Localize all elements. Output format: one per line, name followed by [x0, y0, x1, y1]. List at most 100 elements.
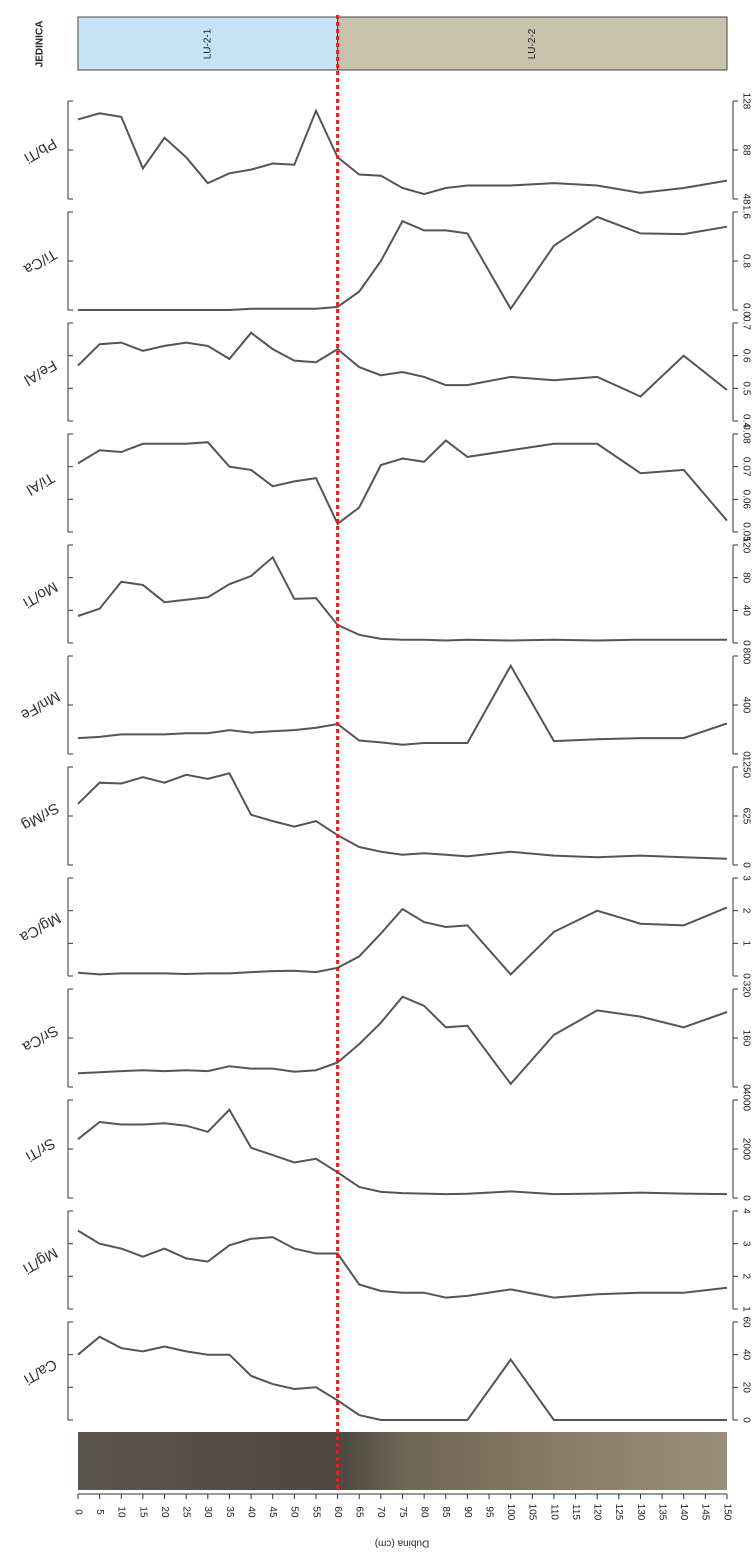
data-line — [77, 772, 728, 860]
y-tick-label: 0 — [740, 640, 751, 646]
x-tick-label: 45 — [267, 1506, 278, 1518]
y-tick-label: 160 — [740, 1030, 751, 1047]
y-tick-label: 88 — [740, 144, 751, 156]
y-tick-label: 40 — [740, 1349, 751, 1361]
panel-title: Mo/Ti — [20, 578, 61, 611]
x-tick-label: 120 — [592, 1504, 603, 1521]
x-tick-label: 145 — [700, 1504, 711, 1521]
y-tick-label: 48 — [740, 193, 751, 205]
x-tick-label: 150 — [721, 1504, 732, 1521]
unit-label: LU-2-2 — [527, 28, 538, 59]
header-title: JEDINICA — [35, 21, 46, 68]
y-tick-label: 0.05 — [740, 522, 751, 542]
data-line — [77, 995, 728, 1086]
data-line — [77, 555, 727, 642]
x-tick-label: 115 — [570, 1504, 581, 1520]
x-tick-label: 25 — [181, 1506, 192, 1518]
y-tick-label: 0.4 — [740, 414, 751, 428]
y-tick-label: 320 — [740, 981, 751, 998]
panel-title: Mg/Ti — [20, 1244, 61, 1277]
x-tick-label: 55 — [310, 1506, 321, 1518]
y-tick-label: 4 — [740, 1208, 751, 1214]
y-tick-label: 400 — [740, 697, 751, 714]
x-tick-label: 40 — [245, 1506, 256, 1518]
y-tick-label: 0.08 — [740, 424, 751, 444]
y-tick-label: 0 — [740, 1084, 751, 1090]
x-tick-label: 65 — [354, 1506, 365, 1518]
core-photo — [78, 1432, 727, 1490]
x-tick-label: 30 — [202, 1506, 213, 1518]
panel-title: Sr/Mg — [19, 799, 62, 834]
x-tick-label: 20 — [159, 1506, 170, 1518]
y-tick-label: 2000 — [740, 1138, 751, 1161]
y-tick-label: 20 — [740, 1382, 751, 1394]
x-tick-label: 15 — [137, 1506, 148, 1518]
unit-box — [337, 16, 728, 71]
x-tick-label: 140 — [678, 1504, 689, 1521]
y-tick-label: 0 — [740, 1417, 751, 1423]
data-line — [77, 1229, 728, 1299]
y-tick-label: 0 — [740, 751, 751, 757]
y-tick-label: 0.6 — [740, 349, 751, 363]
panel-title: Fe/Al — [21, 356, 60, 388]
y-tick-label: 4000 — [740, 1089, 751, 1112]
y-tick-label: 0.0 — [740, 303, 751, 317]
y-tick-label: 0.7 — [740, 316, 751, 330]
data-line — [77, 1108, 728, 1196]
x-tick-label: 60 — [332, 1506, 343, 1518]
x-tick-label: 135 — [656, 1504, 667, 1521]
data-line — [77, 1335, 727, 1421]
data-line — [77, 663, 728, 746]
x-tick-label: 80 — [418, 1506, 429, 1518]
x-tick-label: 130 — [635, 1504, 646, 1521]
y-tick-label: 0 — [740, 862, 751, 868]
data-line — [78, 215, 728, 311]
x-tick-label: 100 — [505, 1504, 516, 1521]
panel-title: Ti/Al — [23, 469, 57, 498]
y-tick-label: 0.8 — [740, 254, 751, 268]
panel-title: Pb/Ti — [21, 134, 59, 166]
y-tick-label: 1.6 — [740, 205, 751, 219]
x-tick-label: 5 — [94, 1509, 105, 1515]
y-tick-label: 1 — [740, 1306, 751, 1312]
panel-title: Mg/Ca — [16, 909, 63, 946]
panel-title: Mn/Fe — [18, 687, 63, 723]
y-tick-label: 2 — [740, 908, 751, 914]
panel-title: Sr/Ca — [19, 1022, 61, 1056]
y-tick-label: 0.5 — [740, 381, 751, 395]
x-tick-label: 125 — [613, 1504, 624, 1521]
y-tick-label: 120 — [740, 537, 751, 554]
y-tick-label: 0 — [740, 973, 751, 979]
x-tick-label: 110 — [548, 1504, 559, 1520]
y-tick-label: 60 — [740, 1316, 751, 1328]
y-tick-label: 40 — [740, 605, 751, 617]
y-tick-label: 2 — [740, 1274, 751, 1280]
y-tick-label: 1250 — [740, 756, 751, 779]
x-tick-label: 0 — [72, 1509, 83, 1515]
y-tick-label: 0.07 — [740, 457, 751, 477]
unit-label: LU-2-1 — [202, 28, 213, 59]
y-tick-label: 1 — [740, 941, 751, 947]
x-tick-label: 90 — [462, 1506, 473, 1518]
y-tick-label: 0.06 — [740, 490, 751, 510]
data-line — [77, 906, 728, 976]
data-line — [77, 439, 728, 526]
x-tick-label: 85 — [440, 1506, 451, 1518]
x-axis-title: Dubina (cm) — [375, 1537, 429, 1548]
y-tick-label: 0 — [740, 1195, 751, 1201]
y-tick-label: 80 — [740, 572, 751, 584]
panel-title: Ti/Ca — [20, 245, 60, 278]
x-tick-label: 35 — [224, 1506, 235, 1518]
x-tick-label: 50 — [289, 1506, 300, 1518]
panel-title: Ca/Ti — [21, 1355, 60, 1387]
y-tick-label: 625 — [740, 808, 751, 825]
x-tick-label: 70 — [375, 1506, 386, 1518]
data-line — [77, 108, 728, 196]
y-tick-label: 3 — [740, 1241, 751, 1247]
x-tick-label: 95 — [483, 1506, 494, 1518]
x-tick-label: 75 — [397, 1506, 408, 1518]
unit-box — [77, 16, 339, 71]
x-tick-label: 10 — [116, 1506, 127, 1518]
y-tick-label: 128 — [740, 93, 751, 110]
